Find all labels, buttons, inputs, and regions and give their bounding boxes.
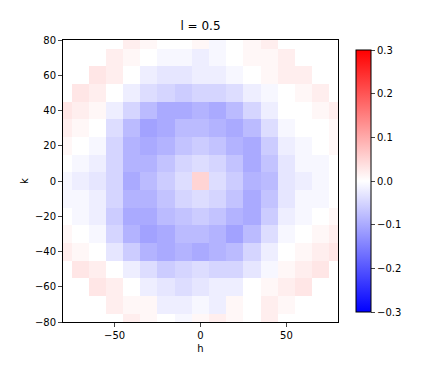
svg-text:50: 50: [280, 330, 293, 341]
svg-text:−60: −60: [35, 281, 56, 292]
svg-text:60: 60: [43, 70, 56, 81]
svg-text:0.3: 0.3: [377, 45, 393, 56]
svg-text:k: k: [19, 178, 30, 184]
svg-text:−0.2: −0.2: [377, 263, 401, 274]
svg-text:0: 0: [197, 330, 203, 341]
svg-text:0.1: 0.1: [377, 132, 393, 143]
svg-text:−20: −20: [35, 211, 56, 222]
svg-text:h: h: [197, 343, 203, 354]
svg-text:20: 20: [43, 140, 56, 151]
svg-text:0.0: 0.0: [377, 176, 393, 187]
svg-text:40: 40: [43, 105, 56, 116]
svg-text:0: 0: [50, 176, 56, 187]
svg-text:−50: −50: [104, 330, 125, 341]
svg-text:−80: −80: [35, 317, 56, 328]
svg-text:l = 0.5: l = 0.5: [180, 19, 220, 33]
svg-text:0.2: 0.2: [377, 88, 393, 99]
svg-text:−0.3: −0.3: [377, 307, 401, 318]
svg-text:−0.1: −0.1: [377, 219, 401, 230]
svg-text:−40: −40: [35, 246, 56, 257]
svg-text:80: 80: [43, 35, 56, 46]
